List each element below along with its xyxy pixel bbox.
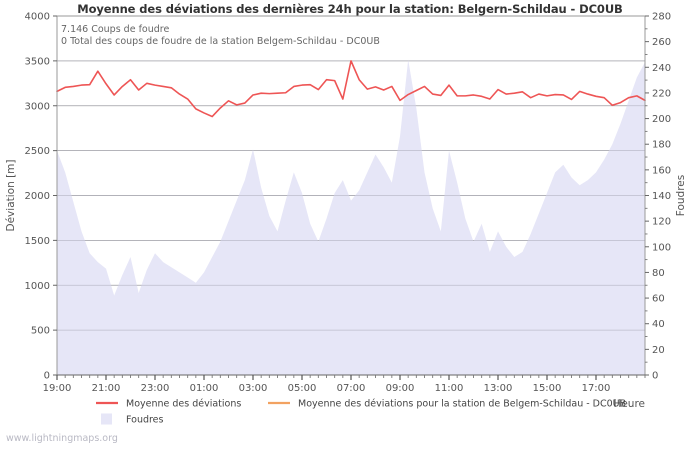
xtick-label: 11:00 xyxy=(435,383,464,394)
lightning-area-series xyxy=(57,59,645,376)
chart-title: Moyenne des déviations des dernières 24h… xyxy=(77,2,623,16)
x-axis-title: Heure xyxy=(613,398,645,410)
ytick-label-left: 3000 xyxy=(25,101,50,112)
ytick-label-right: 140 xyxy=(652,191,671,202)
ytick-label-left: 0 xyxy=(44,371,50,382)
ytick-label-right: 260 xyxy=(652,37,671,48)
legend-label[interactable]: Foudres xyxy=(126,415,164,426)
ytick-label-right: 180 xyxy=(652,140,671,151)
plot-annotation: 0 Total des coups de foudre de la statio… xyxy=(61,36,380,47)
xtick-label: 13:00 xyxy=(484,383,513,394)
xtick-label: 07:00 xyxy=(337,383,366,394)
xtick-label: 03:00 xyxy=(239,383,268,394)
legend-marker-swatch xyxy=(101,413,112,425)
ytick-label-left: 2000 xyxy=(25,191,50,202)
ytick-label-right: 60 xyxy=(652,294,665,305)
plot-annotation: 7.146 Coups de foudre xyxy=(61,24,169,35)
ytick-label-right: 220 xyxy=(652,88,671,99)
ytick-label-right: 40 xyxy=(652,319,665,330)
ytick-label-right: 280 xyxy=(652,12,671,23)
xtick-label: 19:00 xyxy=(43,383,72,394)
y-axis-title-left: Déviation [m] xyxy=(5,160,17,232)
ytick-label-right: 80 xyxy=(652,268,665,279)
xtick-label: 21:00 xyxy=(92,383,121,394)
xtick-label: 01:00 xyxy=(190,383,219,394)
watermark-text: www.lightningmaps.org xyxy=(6,433,118,444)
ytick-label-left: 1000 xyxy=(25,281,50,292)
ytick-label-right: 120 xyxy=(652,217,671,228)
ytick-label-right: 20 xyxy=(652,345,665,356)
ytick-label-right: 100 xyxy=(652,242,671,253)
ytick-label-left: 1500 xyxy=(25,236,50,247)
legend-label[interactable]: Moyenne des déviations pour la station d… xyxy=(298,399,626,410)
xtick-label: 17:00 xyxy=(582,383,611,394)
xtick-label: 05:00 xyxy=(288,383,317,394)
ytick-label-left: 4000 xyxy=(25,12,50,23)
ytick-label-right: 240 xyxy=(652,63,671,74)
deviation-line-series xyxy=(56,60,646,118)
ytick-label-right: 0 xyxy=(652,371,658,382)
legend-label[interactable]: Moyenne des déviations xyxy=(126,399,241,410)
ytick-label-left: 3500 xyxy=(25,56,50,67)
xtick-label: 09:00 xyxy=(386,383,415,394)
ytick-label-right: 160 xyxy=(652,165,671,176)
ytick-label-left: 500 xyxy=(31,326,50,337)
ytick-label-left: 2500 xyxy=(25,146,50,157)
ytick-label-right: 200 xyxy=(652,114,671,125)
xtick-label: 23:00 xyxy=(141,383,170,394)
y-axis-title-right: Foudres xyxy=(675,175,687,216)
xtick-label: 15:00 xyxy=(533,383,562,394)
